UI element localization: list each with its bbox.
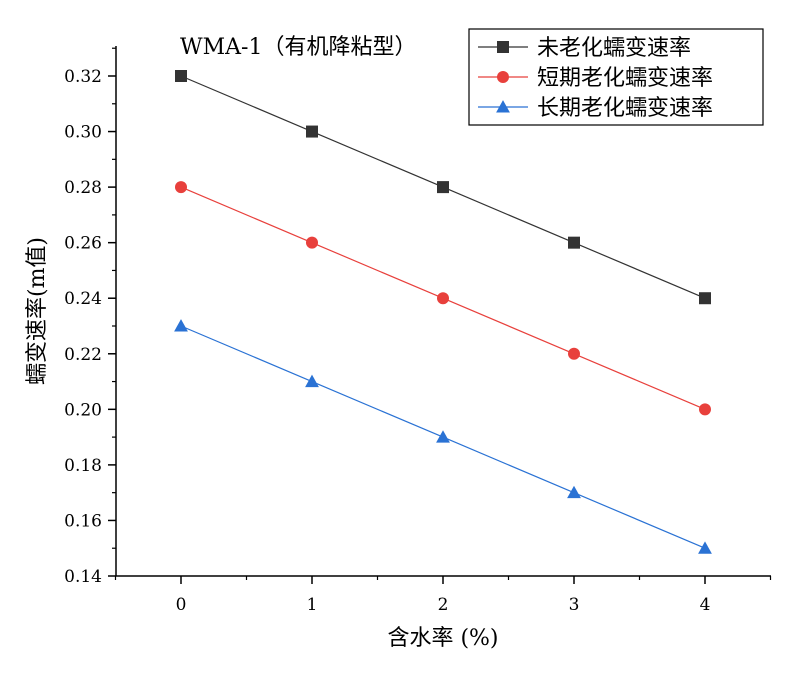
- y-tick-label: 0.22: [64, 345, 102, 365]
- data-point: [436, 430, 450, 443]
- x-tick-label: 1: [307, 595, 318, 615]
- legend-item-2: 短期老化蠕变速率: [478, 66, 713, 91]
- data-point: [567, 485, 581, 499]
- data-point: [306, 236, 318, 249]
- data-point: [437, 181, 449, 194]
- data-point: [175, 70, 187, 82]
- y-ticks: 0.14 0.16 0.18 0.20 0.22 0.24 0.26 0.28 0.30 0.32: [64, 47, 116, 587]
- series-3: [174, 319, 712, 554]
- data-point: [174, 319, 188, 332]
- data-point: [305, 374, 319, 388]
- series-1: [175, 70, 711, 305]
- legend-item-1: 未老化蠕变速率: [478, 36, 691, 61]
- y-tick-label: 0.30: [64, 123, 102, 143]
- data-point: [568, 236, 580, 249]
- y-tick-label: 0.32: [64, 67, 102, 87]
- y-tick-label: 0.28: [64, 178, 102, 198]
- y-tick-label: 0.14: [64, 567, 102, 587]
- x-axis-title: 含水率 (%): [387, 626, 498, 651]
- legend-marker: [496, 100, 510, 113]
- legend-item-3: 长期老化蠕变速率: [478, 96, 713, 121]
- y-tick-label: 0.24: [64, 289, 102, 309]
- data-point: [568, 347, 580, 360]
- y-tick-label: 0.20: [64, 400, 102, 420]
- legend-label: 短期老化蠕变速率: [537, 66, 713, 91]
- y-axis-title: 蠕变速率(m值): [25, 237, 50, 385]
- x-ticks: 0 1 2 3 4: [114, 576, 772, 615]
- legend-marker: [497, 41, 509, 53]
- y-tick-label: 0.18: [64, 456, 102, 476]
- legend-marker: [497, 71, 509, 83]
- data-point: [306, 125, 318, 138]
- x-tick-label: 2: [438, 595, 449, 615]
- x-tick-label: 0: [176, 595, 187, 615]
- data-point: [699, 403, 711, 416]
- data-point: [437, 292, 449, 305]
- x-tick-label: 4: [700, 595, 711, 615]
- data-point: [699, 292, 711, 305]
- x-tick-label: 3: [569, 595, 580, 615]
- series-2: [175, 181, 711, 416]
- data-point: [698, 541, 712, 554]
- y-tick-label: 0.26: [64, 234, 102, 254]
- legend-label: 未老化蠕变速率: [537, 36, 691, 61]
- data-point: [175, 181, 187, 194]
- chart-title: WMA-1（有机降粘型）: [180, 35, 416, 60]
- series-layer: [174, 70, 712, 554]
- y-tick-label: 0.16: [64, 511, 102, 531]
- legend-label: 长期老化蠕变速率: [537, 96, 713, 121]
